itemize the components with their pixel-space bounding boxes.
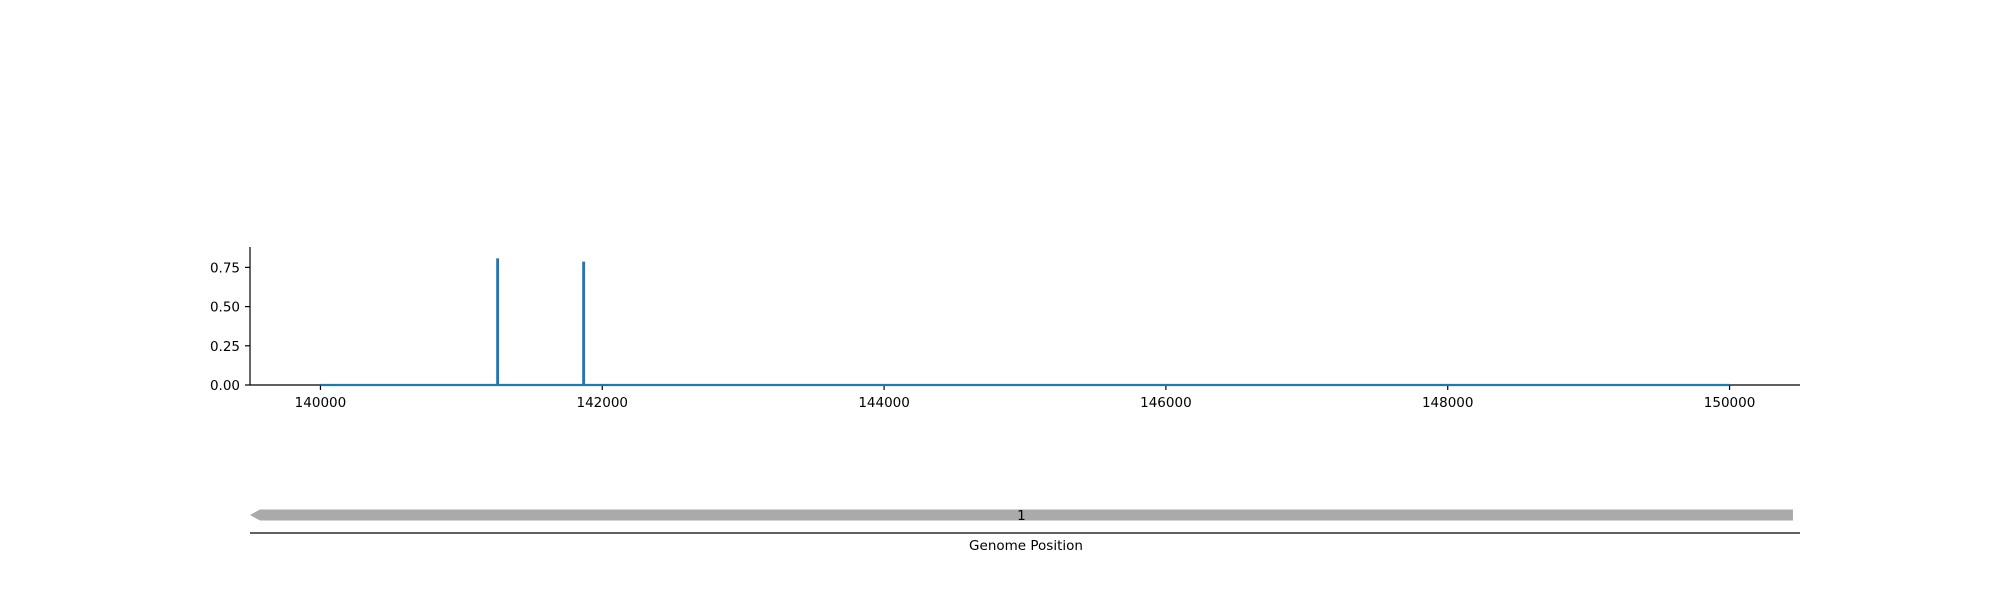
y-tick-label: 0.00 <box>210 378 240 394</box>
x-tick-label: 142000 <box>576 395 628 411</box>
feature-layer: 1 <box>250 508 1793 524</box>
y-axis-ticks: 0.00 0.25 0.50 0.75 <box>210 260 250 394</box>
gene-feature-arrow <box>250 509 1793 521</box>
x-tick-label: 144000 <box>858 395 910 411</box>
series-layer <box>320 258 1730 387</box>
y-tick-label: 0.75 <box>210 260 240 276</box>
coverage-plot: 0.00 0.25 0.50 0.75 140000 142000 144000 14600… <box>210 247 1800 411</box>
x-tick-label: 146000 <box>1140 395 1192 411</box>
x-tick-label: 140000 <box>295 395 347 411</box>
gene-feature-label: 1 <box>1017 508 1026 524</box>
y-tick-label: 0.50 <box>210 300 240 316</box>
x-tick-label: 148000 <box>1422 395 1474 411</box>
x-axis-ticks: 140000 142000 144000 146000 148000 150000 <box>295 385 1756 411</box>
x-tick-label: 150000 <box>1704 395 1756 411</box>
coverage-series-line <box>320 258 1730 387</box>
gene-track: 1 Genome Position <box>250 508 1800 554</box>
gene-track-xlabel: Genome Position <box>969 538 1083 554</box>
y-tick-label: 0.25 <box>210 339 240 355</box>
